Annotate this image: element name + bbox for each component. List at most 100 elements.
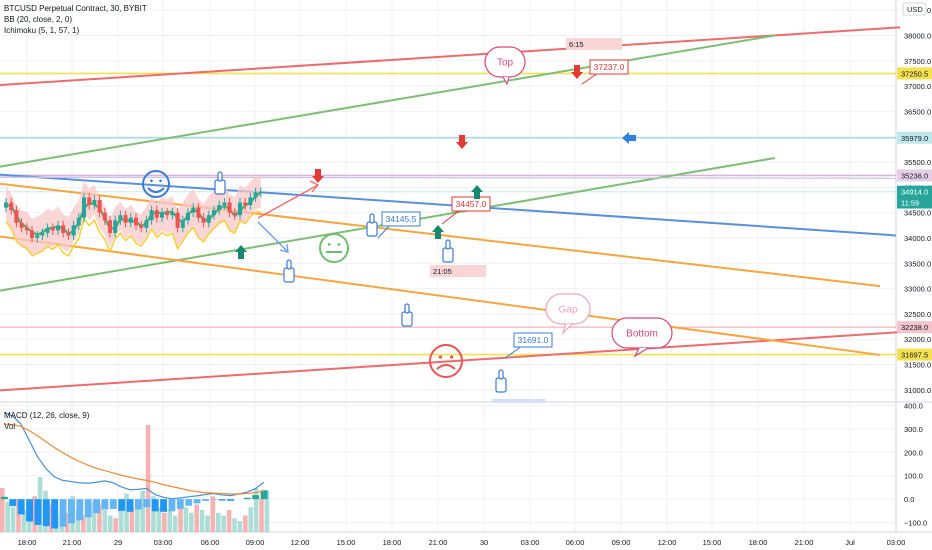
volume-bar bbox=[189, 512, 194, 532]
callout-gap-label: Gap bbox=[559, 305, 578, 316]
candle-body bbox=[71, 225, 76, 236]
macd-histogram-bar bbox=[17, 499, 25, 515]
candle-body bbox=[128, 217, 133, 223]
candle-body bbox=[123, 215, 128, 223]
candle-body bbox=[76, 217, 81, 226]
volume-bar bbox=[172, 515, 178, 532]
volume-bar bbox=[210, 496, 216, 532]
candle-body bbox=[56, 225, 60, 231]
volume-bar bbox=[16, 499, 21, 532]
time-axis-label: 03:00 bbox=[154, 538, 173, 547]
macd-histogram-bar bbox=[42, 499, 50, 527]
volume-bar bbox=[48, 504, 54, 532]
price-tag bbox=[897, 348, 932, 361]
time-axis-label: 15:00 bbox=[703, 538, 722, 547]
arrow-up-icon bbox=[235, 245, 247, 259]
macd-legend[interactable]: MACD (12, 26, close, 9) bbox=[4, 411, 90, 420]
candle-body bbox=[139, 225, 144, 228]
macd-histogram-bar bbox=[76, 499, 84, 521]
volume-bar bbox=[145, 424, 151, 532]
price-tag-label: 31697.5 bbox=[901, 351, 928, 360]
callout-bottom-label: Bottom bbox=[626, 329, 658, 340]
price-tag-label: 35236.0 bbox=[901, 171, 928, 180]
price-label-37237-pointer bbox=[581, 72, 599, 85]
volume-bar bbox=[124, 493, 129, 532]
price-axis-label: 35500.0 bbox=[904, 158, 931, 167]
vol-legend[interactable]: Vol bbox=[4, 422, 16, 431]
price-axis-label: 38000.0 bbox=[904, 31, 931, 40]
volume-bar bbox=[140, 490, 145, 532]
volume-bar bbox=[5, 501, 10, 532]
symbol-legend[interactable]: BTCUSD Perpetual Contract, 30, BYBIT bbox=[4, 4, 147, 13]
candle-body bbox=[248, 197, 253, 206]
bb-lower-line bbox=[5, 211, 261, 257]
candle-body bbox=[154, 210, 159, 218]
candle-body bbox=[35, 235, 40, 238]
candle-body bbox=[180, 220, 185, 228]
macd-histogram-bar bbox=[168, 499, 176, 512]
macd-histogram-bar bbox=[51, 499, 59, 529]
candle-body bbox=[212, 210, 216, 216]
price-axis: 38500.038000.037500.037000.036500.036000… bbox=[902, 2, 931, 395]
sad-face-icon-eye-left bbox=[438, 355, 442, 359]
neutral-face-icon bbox=[319, 233, 349, 263]
macd-histogram-bar bbox=[1, 496, 8, 500]
smile-icon-mouth bbox=[147, 187, 165, 193]
candle-body bbox=[87, 197, 92, 206]
pointing-hand-icon-palm bbox=[442, 247, 454, 263]
macd-histogram-bar bbox=[59, 499, 67, 527]
price-tag bbox=[897, 67, 932, 80]
volume-bar bbox=[199, 510, 205, 532]
candle-body bbox=[40, 232, 45, 236]
candle-body bbox=[170, 212, 175, 216]
macd-histogram-bar bbox=[252, 495, 260, 500]
callout-gap-tail bbox=[561, 323, 573, 336]
arrow-down-icon bbox=[571, 65, 583, 79]
bb-legend[interactable]: BB (20, close, 2, 0) bbox=[4, 15, 73, 24]
time-label-120-box bbox=[492, 399, 546, 403]
pointing-hand-icon-palm bbox=[366, 221, 378, 237]
macd-axis-label: 400.0 bbox=[904, 401, 923, 410]
macd-histogram-bar bbox=[143, 499, 151, 508]
price-axis-label: 36500.0 bbox=[904, 107, 931, 116]
macd-histogram-bar bbox=[176, 499, 184, 509]
volume-bar bbox=[243, 515, 248, 532]
candle-body bbox=[191, 207, 196, 213]
time-axis-label: 03:00 bbox=[521, 538, 540, 547]
candle-body bbox=[196, 207, 201, 218]
time-axis-label: 18:00 bbox=[749, 538, 768, 547]
volume-bar bbox=[113, 518, 118, 532]
volume-bar bbox=[156, 507, 162, 532]
arrow-up-icon bbox=[432, 225, 444, 239]
sad-face-icon-eye-right bbox=[450, 355, 454, 359]
ichimoku-legend[interactable]: Ichimoku (5, 1, 57, 1) bbox=[4, 26, 80, 35]
candle-body bbox=[45, 227, 50, 233]
macd-histogram-bar bbox=[243, 497, 251, 500]
candle-body bbox=[232, 212, 237, 216]
volume-bar bbox=[91, 501, 97, 532]
price-label-34145: 34145.5 bbox=[377, 211, 421, 239]
volume-bar bbox=[264, 490, 270, 532]
candle-body bbox=[50, 227, 55, 231]
candle-body bbox=[97, 200, 102, 213]
pointing-hand-icon bbox=[495, 369, 507, 393]
neutral-face-icon-eye-left bbox=[327, 243, 331, 246]
candle-body bbox=[9, 202, 14, 211]
macd-pane: 400.0 300.0 200.0 100.0 0.0 −100.0 bbox=[0, 401, 927, 532]
chart-legend: BTCUSD Perpetual Contract, 30, BYBIT BB … bbox=[4, 3, 147, 36]
time-axis-label: 09:00 bbox=[246, 538, 265, 547]
candle-body bbox=[113, 220, 118, 233]
time-axis-label: 21:00 bbox=[795, 538, 814, 547]
macd-line bbox=[3, 411, 265, 500]
macd-histogram-bar bbox=[101, 499, 109, 510]
price-tag-label: 11:59 bbox=[901, 199, 919, 208]
macd-axis-label: 200.0 bbox=[904, 448, 923, 457]
pointing-hand-icon-palm bbox=[401, 311, 413, 327]
candle-body bbox=[102, 212, 107, 221]
macd-histogram-bar bbox=[118, 499, 126, 511]
pointing-hand-icon-finger bbox=[217, 171, 223, 182]
pointing-hand-icon bbox=[442, 239, 454, 263]
candle-body bbox=[118, 215, 123, 221]
macd-axis-label: 300.0 bbox=[904, 425, 923, 434]
